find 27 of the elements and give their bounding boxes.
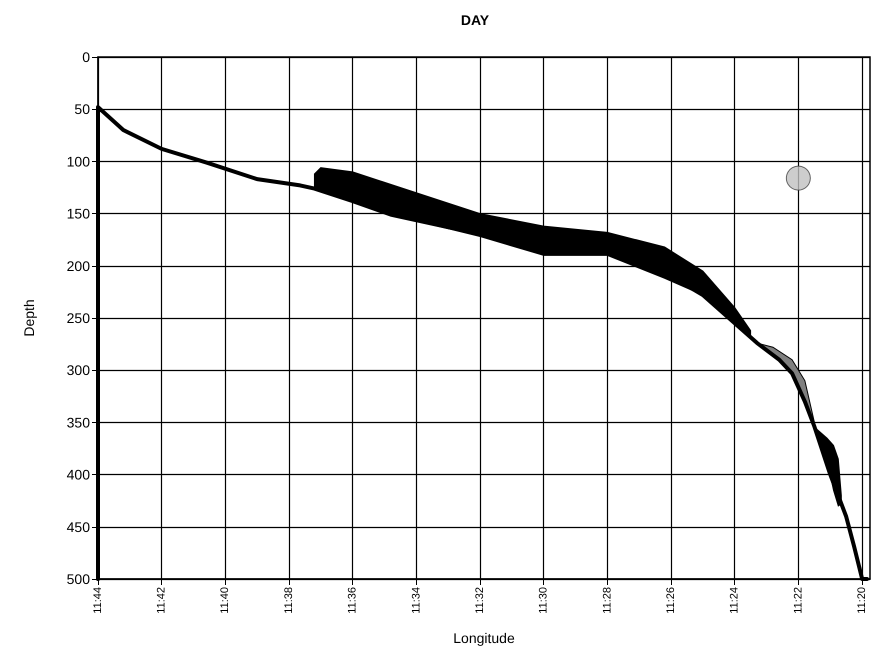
chart-title: DAY — [460, 12, 490, 28]
x-tick-label: 11:44 — [92, 587, 104, 614]
x-tick-label: 11:28 — [601, 587, 614, 614]
y-tick-label: 300 — [66, 362, 90, 378]
y-axis-title: Depth — [21, 299, 37, 337]
x-tick-label: 11:26 — [665, 587, 678, 614]
y-tick-label: 50 — [74, 101, 90, 118]
x-tick-label: 11:40 — [219, 587, 232, 614]
x-tick-label: 11:22 — [792, 587, 804, 614]
y-tick-label: 100 — [66, 153, 90, 170]
x-axis-title: Longitude — [453, 630, 515, 646]
y-tick-label: 250 — [66, 310, 90, 326]
y-tick-label: 0 — [82, 49, 90, 65]
x-tick-label: 11:30 — [538, 587, 550, 614]
x-tick-label: 11:38 — [283, 587, 296, 614]
x-tick-label: 11:34 — [410, 587, 422, 614]
x-tick-label: 11:42 — [156, 587, 168, 614]
x-tick-label: 11:20 — [856, 587, 868, 614]
x-tick-label: 11:32 — [474, 587, 486, 614]
x-tick-label: 11:24 — [728, 587, 741, 614]
y-tick-label: 150 — [66, 206, 90, 222]
y-tick-label: 350 — [66, 414, 90, 430]
y-tick-label: 200 — [66, 258, 90, 274]
y-tick-label: 450 — [66, 518, 90, 535]
y-tick-label: 400 — [66, 466, 90, 483]
y-tick-label: 500 — [66, 571, 90, 587]
x-tick-label: 11:36 — [346, 587, 359, 614]
